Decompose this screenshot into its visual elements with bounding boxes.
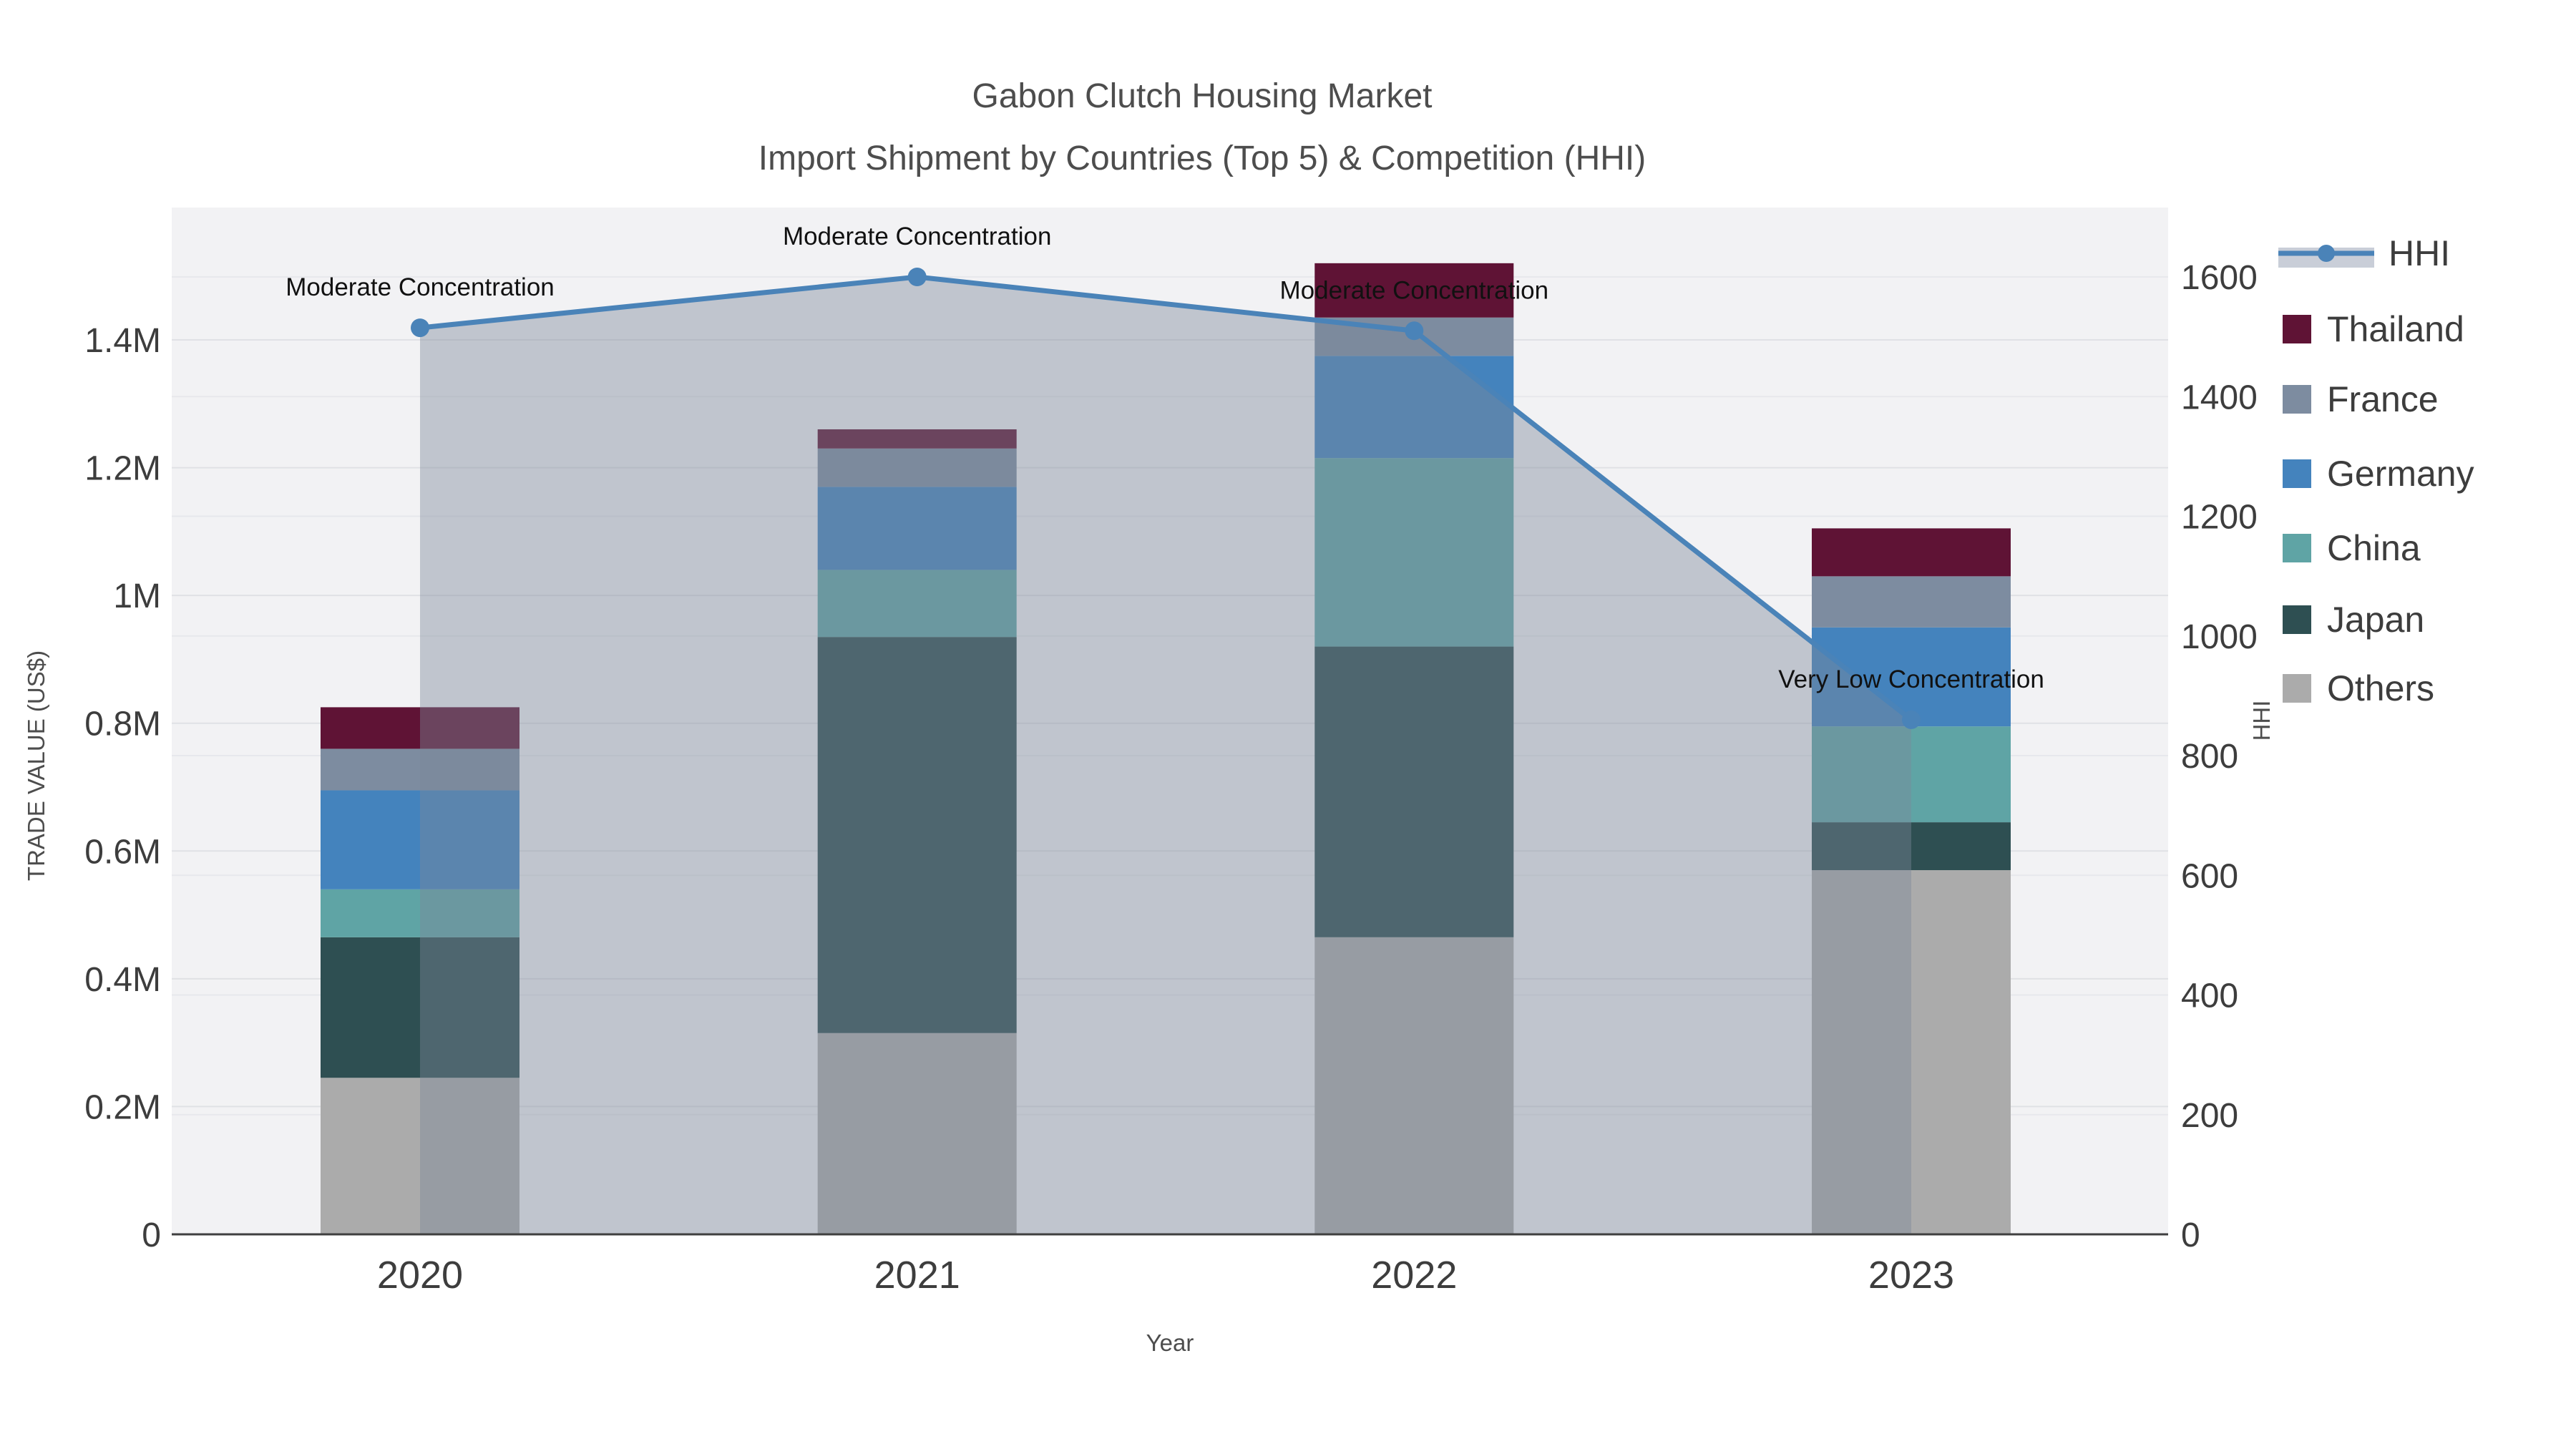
y-right-axis-title: HHI [2248, 701, 2275, 741]
x-tick-label: 2022 [1371, 1254, 1457, 1297]
hhi-marker-2021[interactable] [907, 268, 927, 286]
y-left-tick-label: 0.6M [84, 833, 161, 871]
y-right-tick-label: 1200 [2181, 499, 2258, 537]
y-left-tick-label: 0.2M [84, 1088, 161, 1126]
bar-segment-2023-china[interactable] [1812, 726, 2011, 823]
legend-item-france[interactable]: France [2283, 379, 2439, 419]
y-left-tick-label: 0.8M [84, 706, 161, 743]
y-left-tick-label: 1M [113, 577, 161, 615]
hhi-line[interactable] [419, 274, 1913, 722]
y-right-tick-label: 0 [2181, 1216, 2200, 1254]
annotation-2020: Moderate Concentration [286, 273, 555, 301]
bar-segment-2022-others[interactable] [1314, 937, 1514, 1234]
bar-segment-2023-thailand[interactable] [1812, 528, 2011, 577]
y-left-axis-title: TRADE VALUE (US$) [23, 650, 49, 881]
bar-segment-2020-china[interactable] [321, 889, 519, 937]
chart-generated-layer: Moderate Concentration Moderate Concentra… [84, 208, 2474, 1297]
hhi-marker-2020[interactable] [411, 318, 429, 338]
y-right-tick-label: 800 [2181, 738, 2238, 776]
legend-label: HHI [2389, 233, 2450, 273]
bar-segment-2022-china[interactable] [1314, 458, 1514, 647]
bar-segment-2021-japan[interactable] [817, 637, 1017, 1033]
hhi-marker-2023[interactable] [1902, 710, 1921, 729]
legend-swatch-china [2283, 534, 2311, 562]
x-tick-label: 2020 [377, 1254, 463, 1297]
x-tick-label: 2021 [874, 1254, 960, 1297]
y-left-tick-label: 1.2M [84, 450, 161, 488]
bar-segment-2023-japan[interactable] [1812, 822, 2011, 871]
bar-segment-2021-thailand[interactable] [817, 429, 1017, 449]
bar-segment-2022-thailand[interactable] [1314, 263, 1514, 318]
y-left-tick-label: 0.4M [84, 961, 161, 999]
hhi-marker-2022[interactable] [1405, 321, 1424, 341]
legend-swatch-japan [2283, 605, 2311, 634]
bar-segment-2022-japan[interactable] [1314, 646, 1514, 937]
legend-label: Germany [2327, 454, 2474, 494]
bar-segment-2023-france[interactable] [1812, 576, 2011, 628]
bar-segment-2020-thailand[interactable] [321, 707, 519, 749]
legend-swatch-france [2283, 385, 2311, 414]
legend-label: Others [2327, 668, 2434, 708]
legend-label: China [2327, 528, 2421, 568]
annotation-2021: Moderate Concentration [783, 223, 1052, 250]
y-right-tick-label: 600 [2181, 857, 2238, 895]
bar-segment-2021-france[interactable] [817, 448, 1017, 487]
x-tick-label: 2023 [1868, 1254, 1954, 1297]
legend-label: Japan [2327, 600, 2424, 640]
bar-segment-2020-japan[interactable] [321, 937, 519, 1078]
y-right-tick-label: 1600 [2181, 259, 2258, 297]
legend-item-china[interactable]: China [2283, 528, 2421, 568]
chart-title-line1: Gabon Clutch Housing Market [972, 77, 1433, 115]
bar-segment-2023-others[interactable] [1812, 870, 2011, 1234]
legend-item-others[interactable]: Others [2283, 668, 2434, 708]
bar-segment-2021-germany[interactable] [817, 487, 1017, 570]
bar-segment-2022-germany[interactable] [1314, 356, 1514, 459]
y-right-tick-label: 200 [2181, 1097, 2238, 1135]
annotation-2022: Moderate Concentration [1280, 276, 1549, 304]
bar-segment-2020-france[interactable] [321, 748, 519, 791]
y-left-tick-label: 0 [142, 1216, 161, 1254]
y-right-tick-label: 1000 [2181, 618, 2258, 656]
legend-swatch-others [2283, 674, 2311, 703]
x-axis-title: Year [1146, 1330, 1194, 1356]
bar-segment-2023-germany[interactable] [1812, 627, 2011, 727]
legend-item-japan[interactable]: Japan [2283, 600, 2424, 640]
y-left-tick-label: 1.4M [84, 322, 161, 360]
y-right-tick-label: 400 [2181, 977, 2238, 1015]
legend-swatch-thailand [2283, 315, 2311, 343]
legend-label: France [2327, 379, 2439, 419]
legend-item-hhi[interactable]: HHI [2278, 233, 2450, 273]
bar-segment-2020-others[interactable] [321, 1078, 519, 1234]
legend-label: Thailand [2327, 309, 2464, 349]
legend-item-germany[interactable]: Germany [2283, 454, 2474, 494]
bar-segment-2020-germany[interactable] [321, 790, 519, 889]
legend-swatch-germany [2283, 459, 2311, 488]
hhi-area [420, 277, 1911, 1234]
legend-hhi-marker-swatch [2318, 245, 2335, 262]
y-right-tick-label: 1400 [2181, 379, 2258, 416]
bar-segment-2021-china[interactable] [817, 570, 1017, 638]
chart-title-line2: Import Shipment by Countries (Top 5) & C… [758, 140, 1646, 177]
legend-item-thailand[interactable]: Thailand [2283, 309, 2464, 349]
bar-segment-2021-others[interactable] [817, 1033, 1017, 1234]
annotation-2023: Very Low Concentration [1778, 665, 2044, 693]
